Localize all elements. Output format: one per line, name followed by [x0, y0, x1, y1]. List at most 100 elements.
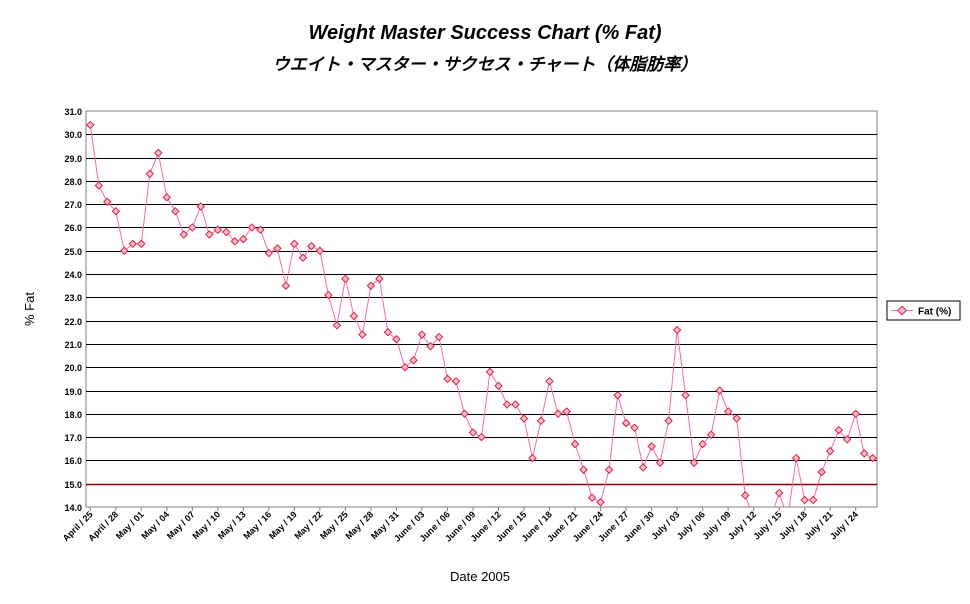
data-point [817, 467, 826, 477]
data-point [332, 321, 342, 330]
data-point [230, 237, 240, 246]
x-tick-label: July / 24 [828, 509, 860, 541]
data-point [154, 148, 163, 158]
data-point [774, 488, 784, 498]
y-tick-label: 26.0 [64, 223, 82, 233]
series-layer [86, 120, 877, 507]
legend-label: Fat (%) [918, 307, 951, 318]
data-point [273, 244, 282, 253]
data-point [358, 330, 367, 339]
data-point [205, 230, 214, 239]
data-point [392, 335, 401, 344]
data-point [825, 446, 835, 456]
data-point [349, 311, 359, 321]
data-point [613, 390, 622, 400]
data-point [672, 325, 682, 335]
data-point [621, 418, 631, 428]
legend: Fat (%) [886, 300, 961, 321]
data-point [545, 376, 554, 386]
data-point [145, 169, 155, 179]
data-point [647, 442, 656, 451]
y-tick-labels: 14.0 15.0 16.0 17.0 18.0 19.0 20.0 21.0 22.0 23.0… [64, 107, 82, 513]
data-point [128, 239, 138, 249]
data-point [222, 227, 231, 237]
plot-area [85, 110, 878, 508]
data-point [213, 225, 223, 235]
data-point [630, 423, 639, 433]
data-point [570, 439, 580, 449]
data-point [800, 495, 809, 505]
grid-lines [86, 134, 877, 485]
data-point [706, 430, 716, 440]
data-point [426, 342, 435, 351]
data-point [579, 465, 588, 474]
y-tick-label: 29.0 [64, 154, 82, 164]
data-point [120, 246, 129, 256]
data-point [604, 465, 614, 474]
data-point [247, 223, 257, 232]
y-tick-label: 16.0 [64, 456, 82, 466]
y-tick-label: 27.0 [64, 200, 82, 210]
data-point [324, 290, 333, 300]
data-point [791, 453, 801, 463]
data-point [536, 416, 546, 426]
data-point [239, 234, 248, 244]
data-point [162, 192, 172, 202]
y-tick-label: 28.0 [64, 177, 82, 187]
data-point [460, 409, 469, 419]
data-point [494, 381, 503, 391]
data-point [834, 425, 843, 435]
y-tick-label: 30.0 [64, 130, 82, 140]
data-point [400, 362, 410, 372]
y-tick-label: 21.0 [64, 340, 82, 350]
data-point [732, 414, 741, 423]
data-point [655, 458, 665, 467]
data-point [111, 206, 121, 216]
y-tick-label: 14.0 [64, 503, 82, 513]
data-point [298, 253, 308, 263]
data-point [256, 225, 265, 235]
data-point [859, 449, 869, 458]
data-point [723, 407, 733, 416]
data-point [553, 409, 563, 419]
data-point [587, 493, 597, 502]
data-point [596, 498, 605, 507]
data-point [417, 330, 427, 339]
data-point [698, 439, 707, 449]
data-point [740, 491, 750, 500]
data-point [451, 376, 461, 386]
data-point [502, 400, 512, 409]
data-point [315, 246, 325, 256]
data-point [179, 230, 189, 239]
data-point [477, 432, 486, 442]
data-point [562, 407, 571, 416]
data-point [434, 332, 444, 342]
y-tick-label: 25.0 [64, 247, 82, 257]
y-tick-label: 24.0 [64, 270, 82, 280]
data-point [281, 281, 291, 290]
data-point [307, 241, 316, 251]
legend-marker [897, 305, 907, 316]
data-point [868, 453, 877, 463]
data-point [808, 495, 818, 505]
data-point [196, 202, 206, 211]
data-point [375, 274, 384, 283]
data-point [86, 120, 95, 130]
y-tick-label: 22.0 [64, 317, 82, 327]
data-point [664, 416, 673, 426]
data-point [842, 435, 852, 444]
y-tick-label: 20.0 [64, 363, 82, 373]
chart-title: Weight Master Success Chart (% Fat) [308, 22, 662, 44]
y-tick-label: 18.0 [64, 410, 82, 420]
data-point [485, 367, 495, 377]
data-point [366, 281, 376, 290]
data-point [715, 386, 724, 395]
data-point [468, 428, 478, 437]
y-tick-label: 23.0 [64, 293, 82, 303]
y-tick-label: 19.0 [64, 387, 82, 397]
data-point [341, 274, 350, 283]
data-point [528, 453, 537, 463]
data-point [638, 463, 648, 472]
data-point [519, 414, 529, 423]
